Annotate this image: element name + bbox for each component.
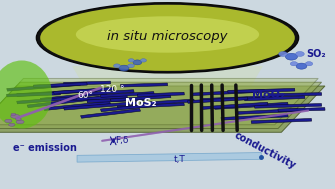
Polygon shape [117, 103, 184, 109]
Text: t,T: t,T [173, 155, 185, 164]
Polygon shape [245, 96, 305, 101]
Polygon shape [60, 95, 127, 101]
Ellipse shape [279, 52, 287, 57]
Text: F,δ: F,δ [116, 136, 129, 145]
Polygon shape [40, 92, 107, 101]
Polygon shape [81, 108, 140, 118]
Ellipse shape [16, 120, 24, 124]
Polygon shape [137, 92, 184, 97]
Polygon shape [34, 82, 87, 88]
Text: MoO₂: MoO₂ [252, 90, 284, 99]
Polygon shape [201, 95, 281, 101]
Polygon shape [255, 104, 322, 108]
Ellipse shape [11, 113, 16, 115]
Polygon shape [77, 153, 261, 162]
Polygon shape [201, 102, 268, 109]
Polygon shape [214, 102, 288, 109]
Ellipse shape [114, 64, 120, 68]
Polygon shape [0, 78, 318, 125]
Polygon shape [72, 66, 263, 86]
Ellipse shape [37, 3, 298, 73]
Polygon shape [191, 89, 265, 96]
Text: MoS₂: MoS₂ [125, 98, 156, 108]
Text: conductivity: conductivity [232, 130, 297, 171]
Polygon shape [251, 119, 312, 123]
Polygon shape [121, 83, 168, 87]
Ellipse shape [5, 119, 12, 123]
Ellipse shape [305, 62, 313, 66]
Ellipse shape [76, 16, 259, 53]
Polygon shape [238, 109, 298, 114]
Polygon shape [44, 101, 111, 110]
Polygon shape [64, 81, 111, 85]
Polygon shape [141, 99, 194, 105]
Polygon shape [17, 97, 77, 104]
Polygon shape [17, 89, 97, 96]
Polygon shape [0, 82, 322, 129]
Polygon shape [27, 96, 100, 108]
Ellipse shape [133, 60, 142, 65]
Polygon shape [278, 108, 325, 112]
Text: 120 °: 120 ° [100, 85, 125, 94]
Polygon shape [64, 102, 137, 110]
Polygon shape [54, 87, 114, 94]
Ellipse shape [295, 52, 304, 57]
Polygon shape [228, 88, 295, 93]
Ellipse shape [128, 64, 134, 68]
Text: in situ microscopy: in situ microscopy [107, 30, 228, 43]
Ellipse shape [16, 118, 21, 120]
Text: SO₂: SO₂ [307, 49, 326, 59]
Ellipse shape [140, 59, 146, 62]
Polygon shape [111, 95, 171, 102]
Ellipse shape [296, 63, 307, 69]
Polygon shape [100, 92, 154, 97]
Polygon shape [221, 114, 288, 120]
Polygon shape [87, 98, 147, 103]
Polygon shape [0, 86, 325, 132]
Ellipse shape [0, 60, 52, 129]
Ellipse shape [40, 5, 295, 71]
Ellipse shape [8, 123, 15, 126]
Polygon shape [268, 93, 322, 96]
Text: 60°: 60° [77, 91, 93, 100]
Polygon shape [7, 92, 60, 97]
Text: e⁻ emission: e⁻ emission [13, 143, 77, 153]
Ellipse shape [11, 114, 19, 118]
Ellipse shape [285, 53, 297, 60]
Ellipse shape [128, 59, 134, 62]
Ellipse shape [290, 62, 298, 66]
Polygon shape [188, 97, 248, 103]
Polygon shape [100, 104, 154, 112]
Polygon shape [80, 90, 134, 95]
Ellipse shape [119, 65, 129, 71]
Polygon shape [7, 83, 80, 91]
